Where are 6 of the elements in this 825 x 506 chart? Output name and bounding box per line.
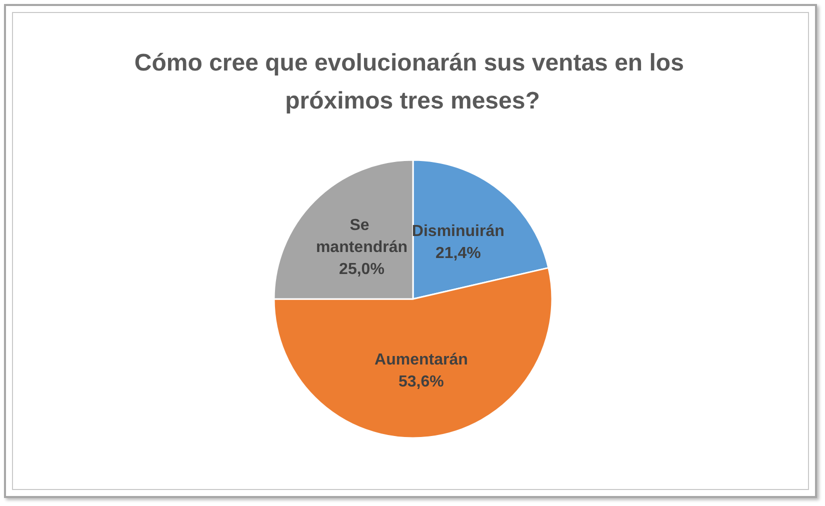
data-label: 53,6%: [398, 374, 444, 391]
data-label: 25,0%: [339, 261, 384, 278]
data-label: 21,4%: [435, 244, 481, 262]
slice-label: Aumentarán: [374, 352, 468, 369]
chart-title: Cómo cree que evolucionarán sus ventas en los próximos tres meses?: [134, 50, 691, 114]
slice-label: Se mantendrán: [316, 217, 408, 256]
